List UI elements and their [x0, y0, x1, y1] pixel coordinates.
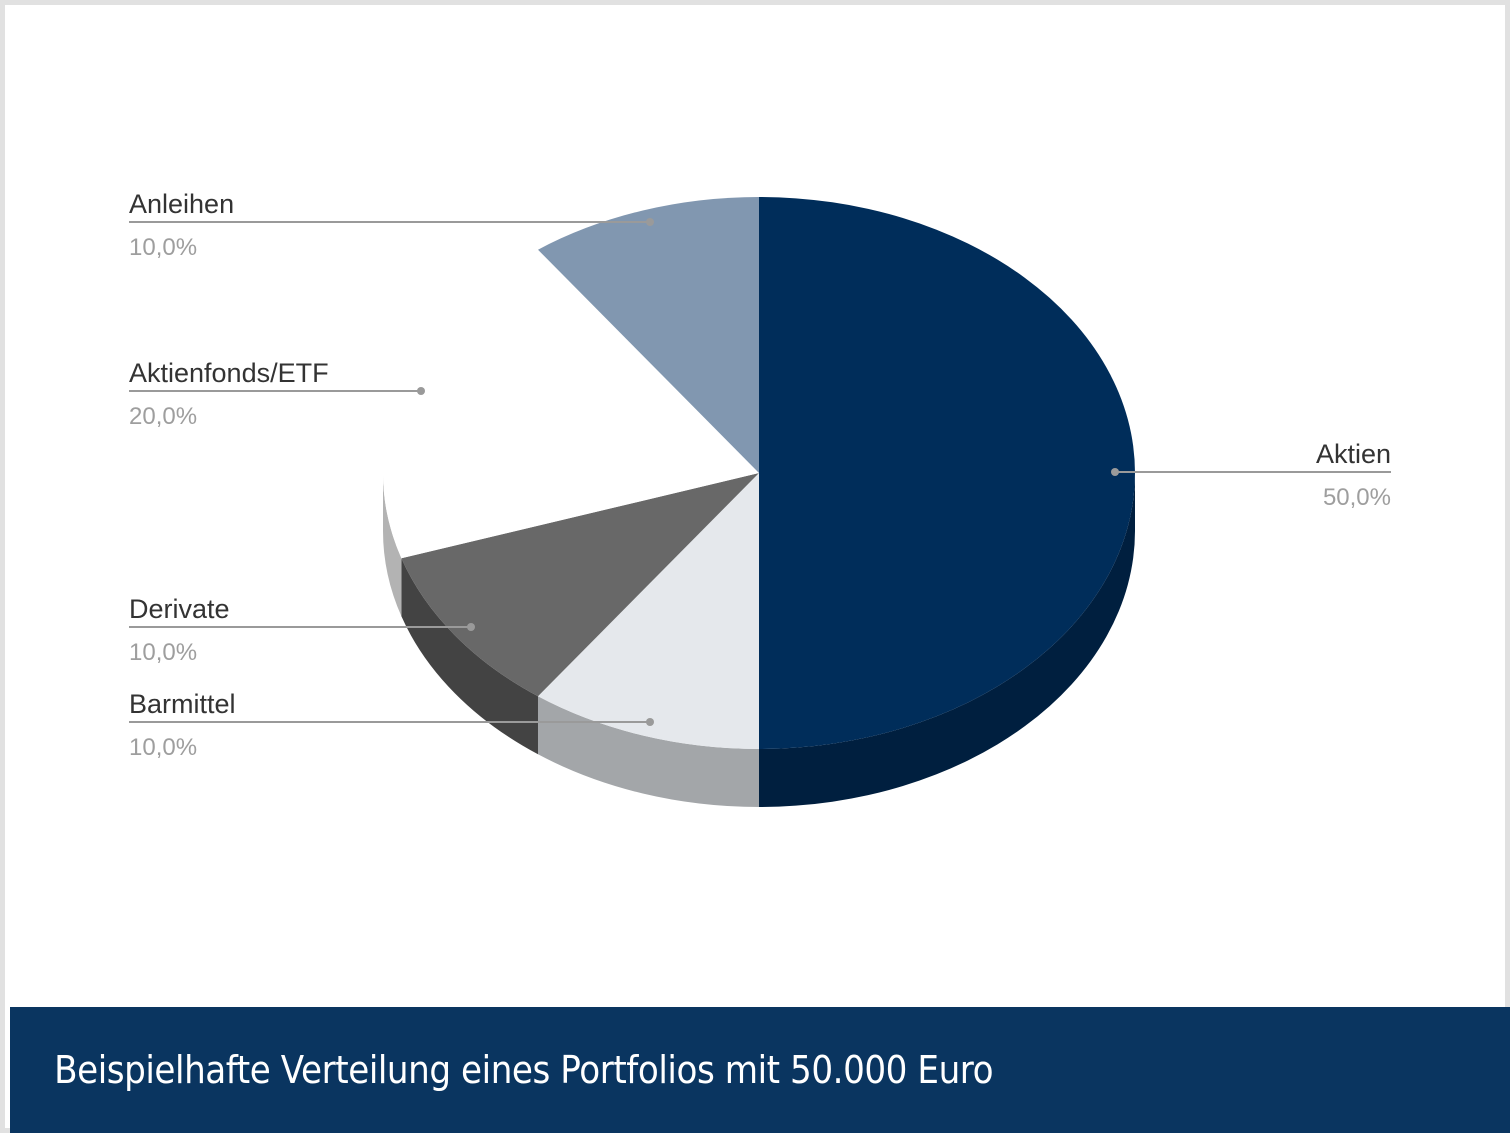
pie-top-faces — [383, 197, 1135, 749]
label-barmittel: Barmittel — [129, 689, 236, 719]
label-derivate: Derivate — [129, 594, 230, 624]
leader-dot-barmittel — [646, 718, 654, 726]
pie-side-barmittel — [537, 696, 759, 807]
value-label-anleihen: 10,0% — [129, 234, 197, 261]
label-aktienfonds-etf: Aktienfonds/ETF — [129, 358, 329, 388]
slice-labels: Aktien 50,0% Barmittel 10,0% Derivate 10,0% Ak… — [129, 189, 1391, 761]
leader-dot-anleihen — [646, 218, 654, 226]
pie-side-aktien — [759, 473, 1135, 807]
chart-caption: Beispielhafte Verteilung eines Portfolio… — [54, 1048, 994, 1092]
pie-slice-barmittel — [537, 473, 759, 749]
leader-dot-derivate — [467, 623, 475, 631]
label-aktien: Aktien — [1316, 439, 1391, 469]
value-label-barmittel: 10,0% — [129, 734, 197, 761]
value-label-aktien: 50,0% — [1323, 484, 1391, 511]
pie-side-derivate — [401, 558, 538, 755]
label-anleihen: Anleihen — [129, 189, 234, 219]
leader-dot-aktienfonds-etf — [417, 387, 425, 395]
value-label-derivate: 10,0% — [129, 639, 197, 666]
pie-slice-aktien — [759, 197, 1135, 749]
pie-slice-derivate — [401, 473, 759, 697]
pie-slice-anleihen — [537, 197, 759, 473]
pie-chart: Aktien 50,0% Barmittel 10,0% Derivate 10,0% Ak… — [129, 189, 1391, 807]
value-label-aktienfonds-etf: 20,0% — [129, 403, 197, 430]
pie-side-walls — [383, 473, 1135, 807]
pie-slice-aktienfonds-etf — [383, 249, 759, 559]
caption-bar: Beispielhafte Verteilung eines Portfolio… — [10, 1007, 1510, 1133]
leader-dot-aktien — [1111, 468, 1119, 476]
pie-side-aktienfonds-etf — [383, 473, 402, 617]
